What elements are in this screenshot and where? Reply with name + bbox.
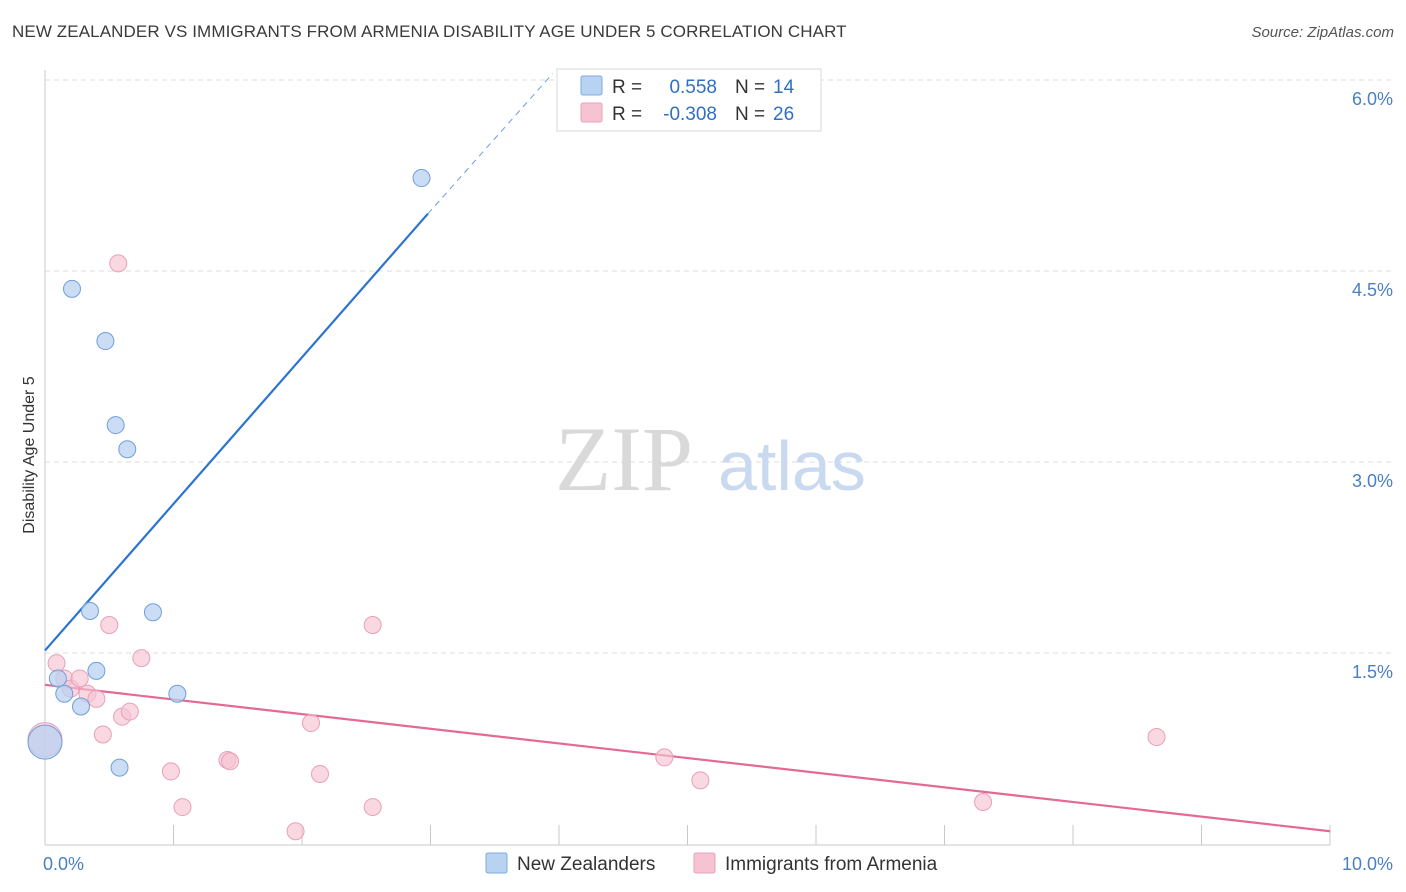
point-armenia-8 [100, 615, 119, 634]
y-axis-label: Disability Age Under 5 [21, 376, 38, 534]
legend-n-value-2: 26 [773, 104, 794, 125]
point-new-zealanders-4 [71, 697, 90, 716]
point-new-zealanders-9 [110, 758, 129, 777]
point-new-zealanders-8 [106, 416, 125, 435]
legend-r-value-1: 0.558 [669, 77, 717, 98]
trend-lines [44, 73, 1331, 833]
legend-n-value-1: 14 [773, 77, 795, 98]
point-armenia-22 [655, 748, 674, 767]
legend-inset: R = 0.558 N = 14 R = -0.308 N = 26 [556, 68, 822, 132]
point-new-zealanders-13 [412, 169, 431, 188]
y-tick-label-1: 3.0% [1352, 471, 1393, 491]
legend-swatch-pink [580, 102, 603, 123]
source-label: Source: ZipAtlas.com [1251, 24, 1394, 41]
point-new-zealanders-6 [87, 661, 106, 680]
point-armenia-11 [132, 649, 151, 668]
point-new-zealanders-12 [168, 684, 187, 703]
point-new-zealanders-3 [62, 279, 81, 298]
chart-title: NEW ZEALANDER VS IMMIGRANTS FROM ARMENIA… [12, 22, 847, 41]
point-armenia-6 [87, 689, 106, 708]
point-armenia-13 [173, 798, 192, 817]
point-armenia-4 [70, 669, 89, 688]
point-new-zealanders-5 [80, 601, 99, 620]
legend-n-label-1: N = [735, 77, 765, 98]
data-points [27, 169, 1166, 841]
legend-series-armenia: Immigrants from Armenia [725, 854, 938, 875]
axes [44, 70, 1331, 846]
point-armenia-19 [363, 798, 382, 817]
point-new-zealanders-0 [27, 724, 63, 760]
point-armenia-18 [310, 764, 329, 783]
point-armenia-1 [47, 654, 66, 673]
trend-line-new-zealanders-extension [427, 73, 553, 215]
point-armenia-15 [221, 752, 240, 771]
point-new-zealanders-7 [96, 332, 115, 351]
point-armenia-12 [161, 762, 180, 781]
point-armenia-10 [120, 702, 139, 721]
y-tick-label-0: 1.5% [1352, 662, 1393, 682]
point-armenia-24 [974, 792, 993, 811]
point-new-zealanders-10 [118, 440, 137, 459]
point-new-zealanders-1 [48, 669, 67, 688]
point-new-zealanders-2 [55, 684, 74, 703]
y-tick-label-3: 6.0% [1352, 89, 1393, 109]
legend-r-label-2: R = [612, 104, 642, 125]
point-armenia-25 [1147, 728, 1166, 747]
legend-n-label-2: N = [735, 104, 765, 125]
x-tick-label-0: 0.0% [43, 854, 84, 874]
point-armenia-16 [286, 822, 305, 841]
point-armenia-23 [691, 771, 710, 790]
point-new-zealanders-11 [143, 603, 162, 622]
trend-line-armenia [44, 683, 1331, 833]
point-armenia-17 [301, 714, 320, 733]
point-armenia-7 [93, 725, 112, 744]
y-tick-label-2: 4.5% [1352, 280, 1393, 300]
grid [45, 79, 1395, 654]
trend-line-new-zealanders [44, 212, 429, 652]
point-armenia-20 [363, 615, 382, 634]
legend-bottom: New Zealanders Immigrants from Armenia [485, 852, 938, 875]
x-tick-label-1: 10.0% [1342, 854, 1393, 874]
legend-series-new-zealanders: New Zealanders [517, 854, 655, 875]
legend-bottom-swatch-blue [485, 852, 508, 874]
legend-swatch-blue [580, 75, 603, 96]
tick-labels: 1.5% 3.0% 4.5% 6.0% 0.0% 10.0% [43, 89, 1393, 874]
legend-bottom-swatch-pink [693, 852, 716, 874]
watermark-zip: ZIP [555, 408, 693, 510]
legend-r-label-1: R = [612, 77, 642, 98]
legend-r-value-2: -0.308 [663, 104, 717, 125]
watermark-atlas: atlas [718, 427, 866, 505]
point-armenia-21 [109, 254, 128, 273]
